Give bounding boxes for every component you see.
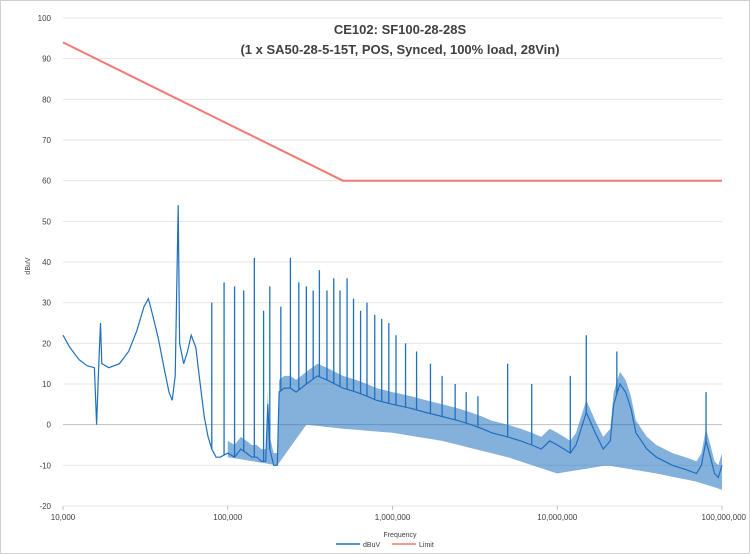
y-tick-label-5: 30 [42, 299, 51, 308]
legend-label-dbuv: dBuV [363, 542, 380, 549]
y-tick-label-9: 70 [42, 136, 51, 145]
x-tick-label-3: 10,000,000 [537, 513, 578, 522]
series-line-dbuv [62, 205, 723, 479]
y-tick-label-0: -20 [39, 502, 51, 511]
chart-title-line1: CE102: SF100-28-28S [334, 22, 467, 37]
x-tick-label-0: 10,000 [51, 513, 76, 522]
y-tick-label-6: 40 [42, 258, 51, 267]
x-axis-label: Frequency [383, 532, 417, 539]
y-tick-label-10: 80 [42, 95, 51, 104]
y-axis-label: dBuV [25, 257, 32, 274]
x-tick-label-4: 100,000,000 [702, 513, 747, 522]
series-layer [62, 41, 723, 490]
legend-label-limit: Limit [419, 542, 434, 549]
x-tick-label-1: 100,000 [213, 513, 242, 522]
y-tick-label-7: 50 [42, 217, 51, 226]
y-tick-label-8: 60 [42, 177, 51, 186]
y-tick-labels: -20 -10 0 10 20 30 40 50 60 70 80 90 100 [38, 14, 52, 511]
legend: dBuV Limit [336, 542, 434, 549]
x-tick-labels: 10,000 100,000 1,000,000 10,000,000 100,000,… [51, 506, 747, 522]
y-tick-label-1: -10 [39, 461, 51, 470]
chart-title-line2: (1 x SA50-28-5-15T, POS, Synced, 100% lo… [240, 42, 559, 57]
y-tick-label-4: 20 [42, 339, 51, 348]
y-tick-label-11: 90 [42, 55, 51, 64]
x-tick-label-2: 1,000,000 [375, 513, 411, 522]
series-line-limit [62, 41, 722, 182]
y-tick-label-12: 100 [38, 14, 52, 23]
y-tick-label-2: 0 [47, 421, 52, 430]
y-tick-label-3: 10 [42, 380, 51, 389]
